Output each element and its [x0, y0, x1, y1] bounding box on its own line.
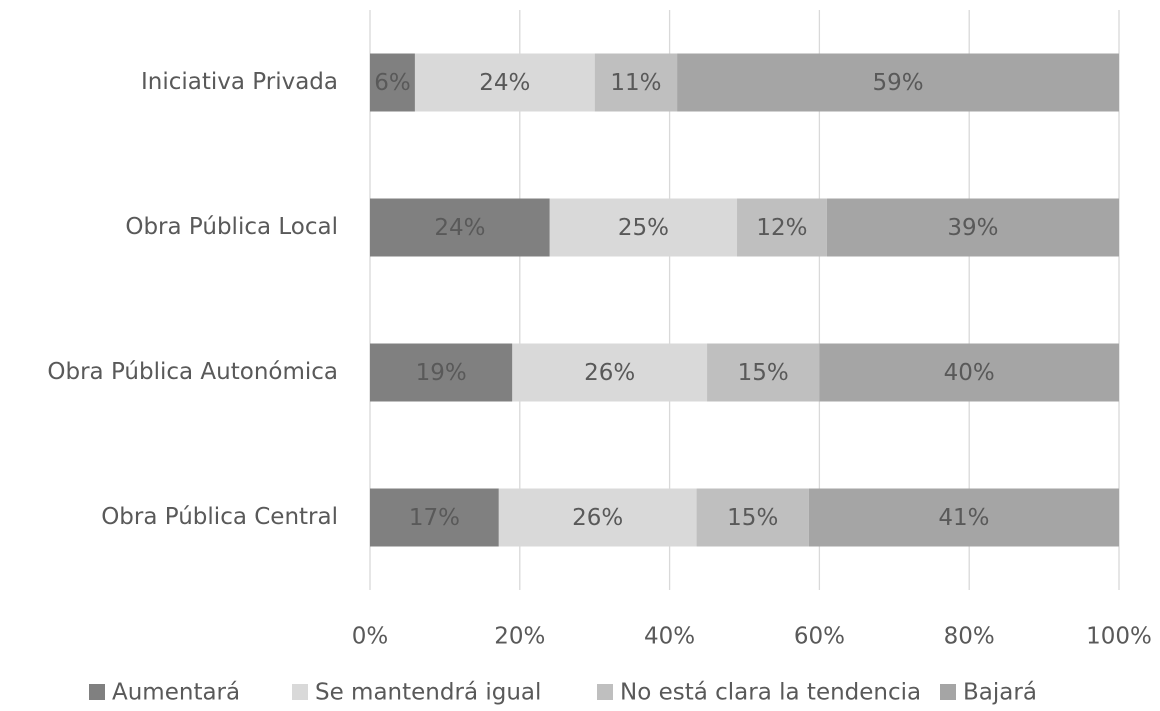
legend-label: Se mantendrá igual [315, 680, 541, 706]
legend-swatch [89, 684, 105, 700]
data-label: 24% [479, 70, 530, 96]
category-label: Obra Pública Central [101, 504, 338, 530]
legend-label: No está clara la tendencia [620, 680, 921, 706]
bar-segment [808, 488, 1119, 547]
x-tick-label: 20% [494, 624, 545, 650]
x-tick-label: 80% [944, 624, 995, 650]
data-label: 17% [409, 505, 460, 531]
data-label: 11% [610, 70, 661, 96]
data-label: 26% [572, 505, 623, 531]
bar-segment [819, 343, 1119, 402]
bar-segment [594, 53, 678, 112]
data-label: 40% [944, 360, 995, 386]
data-label: 15% [738, 360, 789, 386]
data-label: 15% [727, 505, 778, 531]
bar-segment [370, 488, 499, 547]
category-label: Iniciativa Privada [141, 69, 338, 95]
legend-label: Bajará [963, 680, 1037, 706]
category-label: Obra Pública Autonómica [47, 359, 338, 385]
data-label: 41% [938, 505, 989, 531]
bar-segment [370, 198, 550, 257]
legend-swatch [292, 684, 308, 700]
legend-swatch [597, 684, 613, 700]
x-tick-label: 100% [1086, 624, 1152, 650]
x-tick-label: 40% [644, 624, 695, 650]
data-label: 6% [374, 70, 411, 96]
legend-label: Aumentará [112, 680, 240, 706]
bar-segment [370, 343, 513, 402]
bar-segment [737, 198, 827, 257]
bar-segment [414, 53, 595, 112]
data-label: 19% [416, 360, 467, 386]
bar-segment [512, 343, 708, 402]
bar-segment [677, 53, 1119, 112]
data-label: 24% [434, 215, 485, 241]
bar-segment [707, 343, 820, 402]
bar-segment [549, 198, 738, 257]
bar-segment [370, 53, 415, 112]
legend-swatch [940, 684, 956, 700]
bar-segment [498, 488, 697, 547]
x-tick-label: 0% [352, 624, 389, 650]
x-tick-label: 60% [794, 624, 845, 650]
data-label: 12% [756, 215, 807, 241]
data-label: 25% [618, 215, 669, 241]
bar-segment [826, 198, 1119, 257]
category-label: Obra Pública Local [125, 214, 338, 240]
data-label: 59% [872, 70, 923, 96]
bar-segment [696, 488, 809, 547]
data-label: 39% [947, 215, 998, 241]
data-label: 26% [584, 360, 635, 386]
